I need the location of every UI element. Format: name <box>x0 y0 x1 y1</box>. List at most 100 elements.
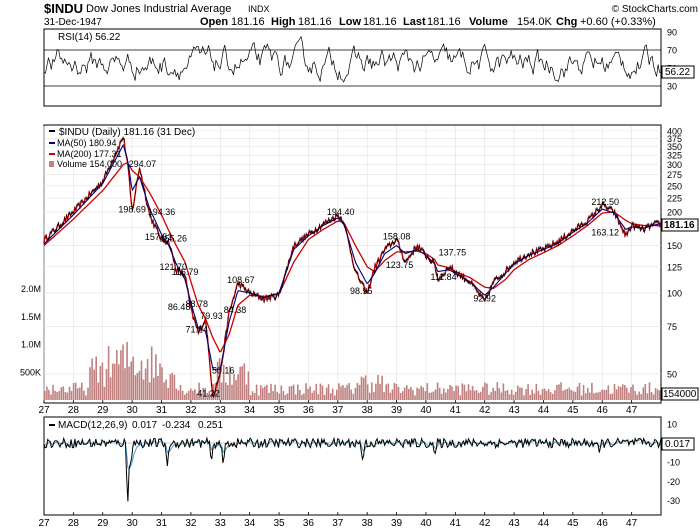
volume-bar <box>159 363 161 400</box>
volume-bar <box>79 387 81 400</box>
volume-bar <box>408 389 410 400</box>
price-tick-label: 100 <box>667 288 682 298</box>
volume-bar <box>319 383 322 400</box>
volume-bar <box>198 382 200 400</box>
price-annotation: 123.75 <box>386 260 414 270</box>
volume-bar <box>424 391 427 400</box>
volume-bar <box>535 383 538 400</box>
volume-bar <box>352 393 355 400</box>
price-tick-label: 275 <box>667 170 682 180</box>
volume-bar <box>286 393 289 400</box>
x-tick-label: 33 <box>215 518 227 529</box>
volume-bar <box>619 387 622 400</box>
volume-bar <box>218 358 221 400</box>
price-annotation: 212.50 <box>591 197 619 207</box>
volume-bar <box>480 391 482 400</box>
price-annotation: 79.93 <box>200 311 223 321</box>
x-tick-label: 43 <box>509 518 521 529</box>
volume-bar <box>204 387 206 400</box>
volume-bar <box>654 388 657 400</box>
volume-bar <box>356 382 359 400</box>
x-tick-label: 34 <box>244 518 256 529</box>
volume-bar <box>490 392 492 400</box>
volume-bar <box>134 375 137 400</box>
volume-bar <box>584 393 587 400</box>
volume-bar <box>171 372 174 400</box>
volume-bar <box>375 383 377 400</box>
volume-bar <box>163 382 165 400</box>
volume-bar <box>107 346 110 400</box>
volume-bar <box>280 385 283 400</box>
volume-bar <box>630 387 632 400</box>
volume-bar <box>449 384 451 400</box>
volume-bar <box>327 384 330 400</box>
x-tick-label: 35 <box>273 518 285 529</box>
x-tick-label: 41 <box>450 405 462 416</box>
volume-bar <box>111 363 114 400</box>
volume-bar <box>299 390 301 400</box>
volume-bar <box>412 390 414 400</box>
x-tick-label: 31 <box>156 518 168 529</box>
volume-bar <box>146 359 149 400</box>
volume-bar <box>453 391 455 400</box>
volume-bar <box>554 390 556 400</box>
price-annotation: 92.92 <box>473 294 496 304</box>
volume-bar <box>317 394 320 400</box>
x-axis-top: 27 28 29 30 31 32 33 34 35 36 37 38 39 40 41 42 43 44 45 46… <box>38 400 638 416</box>
volume-bar <box>512 394 515 400</box>
x-tick-label: 41 <box>450 518 462 529</box>
rsi-last-badge: 56.22 <box>661 65 695 79</box>
volume-last-badge: 154000 <box>661 387 699 401</box>
rsi-tick-label: 30 <box>667 82 677 92</box>
volume-bar <box>496 382 499 400</box>
volume-bar <box>161 367 163 400</box>
x-tick-label: 46 <box>597 518 609 529</box>
volume-bar <box>658 390 661 400</box>
volume-bar <box>626 387 628 400</box>
volume-bar <box>492 387 494 400</box>
x-tick-label: 28 <box>68 518 80 529</box>
macd-tick-label: -30 <box>667 496 680 506</box>
volume-bar <box>255 384 258 400</box>
watermark: © StockCharts.com <box>612 4 698 15</box>
volume-bar <box>545 390 548 400</box>
volume-bar <box>202 387 204 400</box>
price-tick-label: 250 <box>667 181 682 191</box>
x-tick-label: 32 <box>185 518 197 529</box>
volume-bar <box>632 384 634 400</box>
volume-bar <box>321 385 324 400</box>
price-bars <box>43 136 662 398</box>
volume-bar <box>93 369 95 400</box>
volume-bar <box>294 394 297 400</box>
x-tick-label: 29 <box>97 518 109 529</box>
volume-bar <box>547 389 550 400</box>
volume-bar <box>613 383 616 400</box>
macd-tick-label: -20 <box>667 477 680 487</box>
volume-bar <box>582 385 585 400</box>
volume-bar <box>455 385 457 400</box>
volume-bar <box>278 393 281 400</box>
price-annotation: 84.38 <box>224 305 247 315</box>
volume-bar <box>54 390 56 400</box>
volume-bar <box>336 389 338 400</box>
volume-bar <box>229 366 231 400</box>
volume-bar <box>46 386 48 400</box>
x-axis-bottom: 27 28 29 30 31 32 33 34 35 36 37 38 39 40 41 42 43 44 45 46… <box>38 512 638 529</box>
price-tick-label: 125 <box>667 262 682 272</box>
volume-bar <box>276 391 278 400</box>
volume-bar <box>109 377 112 400</box>
price-tick-label: 375 <box>667 134 682 144</box>
volume-bar <box>311 392 313 400</box>
volume-bar <box>484 382 486 400</box>
price-annotation: 157.51 <box>145 232 173 242</box>
volume-bar <box>475 390 478 400</box>
volume-bar <box>148 382 151 400</box>
volume-bar <box>360 376 363 400</box>
volume-bar <box>144 368 147 400</box>
volume-bar <box>68 386 71 400</box>
volume-bar <box>364 375 367 400</box>
x-tick-label: 33 <box>215 405 227 416</box>
price-annotation: 155.26 <box>160 234 188 244</box>
price-annotation: 86.48 <box>168 302 191 312</box>
volume-bar <box>587 387 589 400</box>
